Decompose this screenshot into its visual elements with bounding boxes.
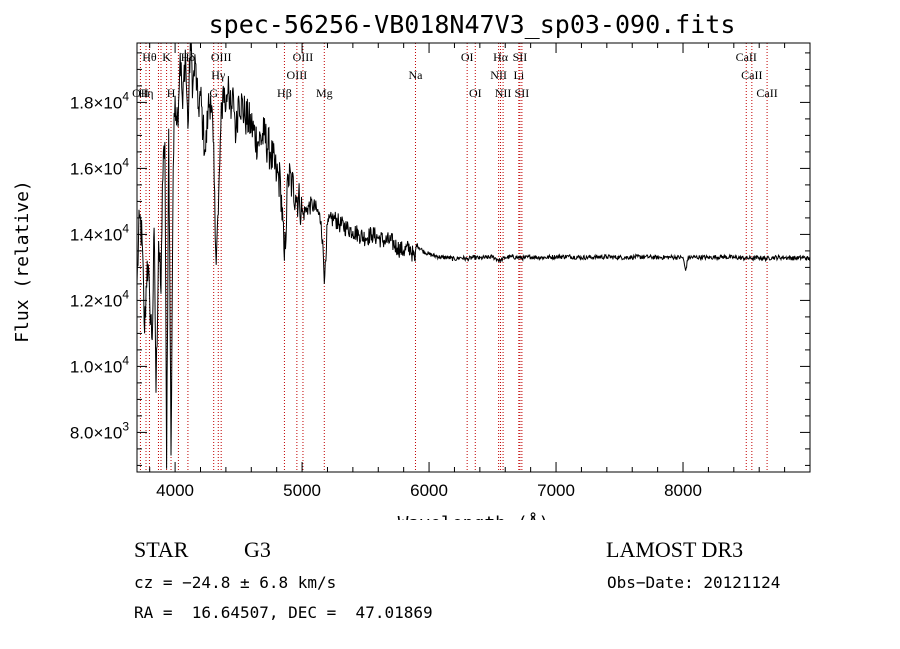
x-tick-label-1: 5000 xyxy=(283,481,321,500)
y-tick-label-5: 1.8×104 xyxy=(70,89,129,112)
plot-frame xyxy=(136,42,811,473)
line-label-15: Mg xyxy=(316,86,333,100)
line-label-14: OIII xyxy=(293,50,314,64)
line-label-22: Li xyxy=(513,68,524,82)
line-label-9: G xyxy=(209,86,218,100)
line-label-13: OIII xyxy=(287,68,308,82)
observation-date: Obs−Date: 20121124 xyxy=(607,573,781,592)
y-tick-label-3: 1.4×104 xyxy=(70,221,129,244)
spectrum-line-0 xyxy=(136,42,811,469)
line-label-2: Hθ xyxy=(142,50,157,64)
x-tick-label-3: 7000 xyxy=(537,481,575,500)
y-tick-label-1: 1.0×104 xyxy=(70,353,129,376)
line-label-5: K xyxy=(162,50,171,64)
object-class: STAR xyxy=(134,537,189,562)
spectrum-chart: spec-56256-VB018N47V3_sp03-090.fits OIIH… xyxy=(12,10,811,520)
x-tick-label-4: 8000 xyxy=(664,481,702,500)
x-tick-label-2: 6000 xyxy=(410,481,448,500)
line-label-12: Hβ xyxy=(277,86,292,100)
line-label-6: H xyxy=(167,86,176,100)
line-label-24: SII xyxy=(515,86,530,100)
line-label-17: OI xyxy=(461,50,474,64)
line-label-10: Hγ xyxy=(211,68,226,82)
chart-title: spec-56256-VB018N47V3_sp03-090.fits xyxy=(209,10,736,39)
y-tick-label-0: 8.0×103 xyxy=(70,419,129,442)
line-label-25: CaII xyxy=(736,50,757,64)
line-label-23: SII xyxy=(513,50,528,64)
line-label-18: OI xyxy=(469,86,482,100)
y-axis-label: Flux (relative) xyxy=(12,180,33,343)
x-tick-label-0: 4000 xyxy=(156,481,194,500)
line-label-1: Hη xyxy=(139,86,154,100)
line-label-20: Hα xyxy=(493,50,509,64)
y-tick-label-4: 1.6×104 xyxy=(70,155,129,178)
survey-name: LAMOST DR3 xyxy=(606,537,744,562)
axis-ticks xyxy=(137,43,810,472)
line-label-0: OII xyxy=(132,86,149,100)
axis-tick-labels: 4000 5000 6000 7000 8000 8.0×103 1.0×104 1.2×10… xyxy=(70,89,702,500)
line-label-21: NII xyxy=(495,86,512,100)
line-label-11: OIII xyxy=(211,50,232,64)
coordinates: RA = 16.64507, DEC = 47.01869 xyxy=(134,603,433,622)
object-subclass: G3 xyxy=(244,537,271,562)
line-label-16: Na xyxy=(408,68,423,82)
line-label-19: NII xyxy=(490,68,507,82)
redshift-cz: cz = −24.8 ± 6.8 km/s xyxy=(134,573,337,592)
x-axis-label: Wavelength (Å) xyxy=(398,512,550,520)
spectrum-series xyxy=(136,42,811,469)
line-label-26: CaII xyxy=(741,68,762,82)
line-label-8: Hδ xyxy=(181,50,196,64)
y-tick-label-2: 1.2×104 xyxy=(70,287,129,310)
line-label-27: CaII xyxy=(756,86,777,100)
